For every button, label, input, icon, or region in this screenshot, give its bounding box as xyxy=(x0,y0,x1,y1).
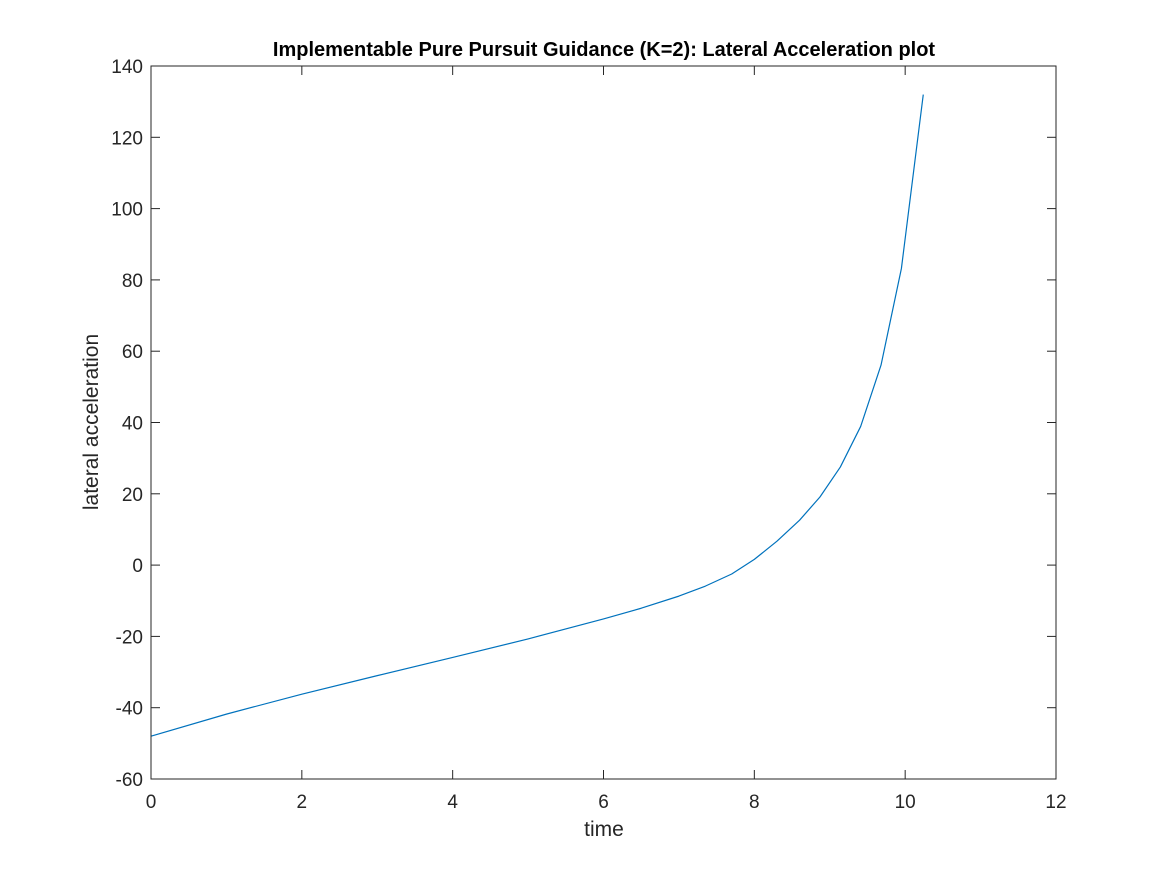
x-tick-labels: 0 2 4 6 8 10 12 xyxy=(146,792,1067,813)
x-tick-label: 4 xyxy=(447,792,458,813)
y-tick-label: 0 xyxy=(132,556,143,577)
x-tick-label: 2 xyxy=(297,792,308,813)
y-tick-label: 80 xyxy=(122,271,143,292)
y-axis-label: lateral acceleration xyxy=(80,334,103,510)
plot-area xyxy=(151,66,1056,779)
chart-title: Implementable Pure Pursuit Guidance (K=2… xyxy=(273,39,936,61)
y-tick-label: -40 xyxy=(116,699,143,720)
x-tick-label: 12 xyxy=(1045,792,1066,813)
y-tick-label: 120 xyxy=(111,128,143,149)
x-tick-label: 10 xyxy=(895,792,916,813)
x-tick-label: 0 xyxy=(146,792,157,813)
series-line xyxy=(150,94,924,737)
y-tick-label: 100 xyxy=(111,200,143,221)
y-tick-labels: -60 -40 -20 0 20 40 60 80 100 120 140 xyxy=(111,57,143,791)
y-tick-label: -60 xyxy=(116,770,143,791)
y-tick-label: 60 xyxy=(122,342,143,363)
y-tick-label: 40 xyxy=(122,414,143,435)
x-tick-label: 6 xyxy=(598,792,609,813)
x-axis-label: time xyxy=(584,818,624,841)
series-layer xyxy=(150,94,924,737)
x-tick-label: 8 xyxy=(749,792,760,813)
y-tick-label: 20 xyxy=(122,485,143,506)
y-tick-label: 140 xyxy=(111,57,143,78)
plot-frame xyxy=(150,65,1057,780)
y-tick-label: -20 xyxy=(116,627,143,648)
